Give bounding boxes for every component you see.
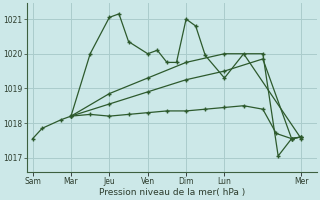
X-axis label: Pression niveau de la mer( hPa ): Pression niveau de la mer( hPa ) (99, 188, 245, 197)
